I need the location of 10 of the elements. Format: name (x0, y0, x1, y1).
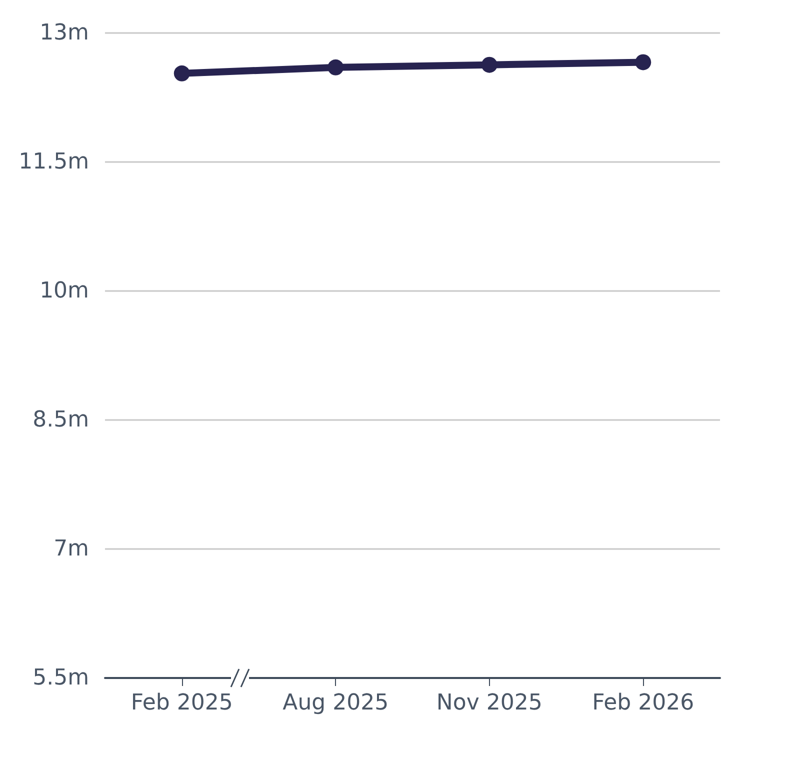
y-tick-label: 5.5m (32, 666, 89, 690)
x-tick-label: Aug 2025 (282, 690, 389, 716)
x-tick-label: Feb 2025 (130, 690, 233, 716)
x-tick-label: Feb 2026 (592, 690, 694, 716)
x-tick-label: Nov 2025 (436, 690, 542, 716)
y-tick-label: 8.5m (32, 408, 89, 432)
y-tick-label: 13m (40, 20, 89, 46)
y-tick-label: 10m (40, 278, 89, 304)
y-tick-label: 7m (54, 536, 89, 562)
y-tick-label: 11.5m (18, 150, 89, 174)
